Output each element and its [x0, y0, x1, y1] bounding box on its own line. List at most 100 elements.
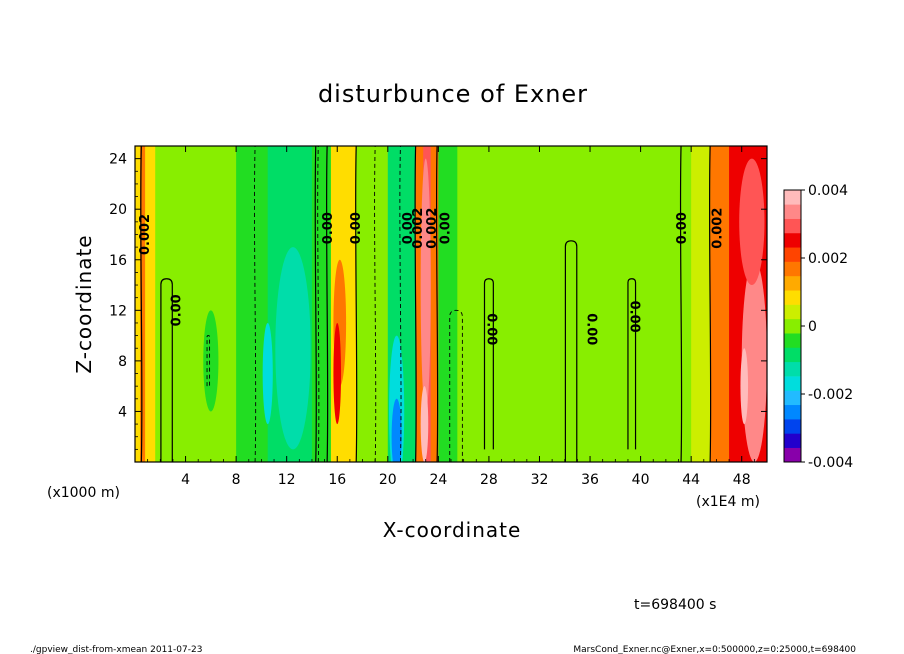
colorbar-segment-4 — [784, 390, 801, 406]
fill-band-0 — [135, 146, 141, 462]
contour-label-text: 0.002 — [425, 208, 440, 249]
contour-label-3: 0.00 — [349, 212, 364, 244]
solid-contour-6 — [435, 146, 439, 462]
fill-band-17 — [514, 146, 553, 462]
x-tick-label: 32 — [531, 472, 549, 488]
fill-band-18 — [552, 146, 692, 462]
colorbar-segment-16 — [784, 218, 801, 234]
contour-label-11: 0.00 — [675, 212, 690, 244]
contour-label-text: 0.00 — [627, 301, 642, 333]
contour-label-8: 0.00 — [484, 313, 499, 345]
y-tick-label: 8 — [118, 354, 127, 370]
colorbar-segment-8 — [784, 333, 801, 348]
fill-band-15 — [438, 146, 458, 462]
fill-blob-0 — [203, 310, 219, 412]
contour-label-text: 0.00 — [401, 212, 416, 244]
x-unit-label: (x1000 m) — [47, 485, 120, 501]
contour-label-text: 0.00 — [349, 212, 364, 244]
contour-label-text: 0.002 — [411, 208, 426, 249]
contour-label-text: 0.00 — [439, 212, 454, 244]
colorbar-segment-11 — [784, 290, 801, 305]
dashed-contour-1 — [317, 146, 320, 462]
contour-label-text: 0.00 — [675, 212, 690, 244]
fill-blob-10 — [740, 348, 749, 425]
solid-contour-4 — [355, 146, 358, 462]
colorbar-segment-14 — [784, 247, 801, 262]
footer-left: ./gpview_dist-from-xmean 2011-07-23 — [30, 645, 202, 654]
colorbar-segment-2 — [784, 419, 801, 434]
solid-contour-0 — [160, 278, 173, 462]
colorbar-tick-label: 0.004 — [808, 183, 848, 199]
dashed-contour-5 — [206, 335, 211, 387]
contour-label-4: 0.00 — [401, 212, 416, 244]
x-tick-label: 40 — [632, 472, 650, 488]
colorbar-segment-18 — [784, 190, 801, 205]
y-tick-label: 20 — [109, 202, 127, 218]
x-tick-label: 24 — [429, 472, 447, 488]
x-tick-label: 20 — [379, 472, 397, 488]
colorbar-tick-label: -0.004 — [808, 455, 853, 471]
contour-label-9: 0.00 — [584, 313, 599, 345]
footer-right: MarsCond_Exner.nc@Exner,x=0:500000,z=0:2… — [573, 645, 856, 654]
y-tick-label: 4 — [118, 404, 127, 420]
colorbar-segment-5 — [784, 376, 801, 391]
colorbar: 0.004 0.002 0 -0.002 -0.004 — [783, 183, 853, 471]
contour-label-text: 0.002 — [138, 214, 153, 255]
colorbar-segment-3 — [784, 404, 801, 420]
fill-band-1 — [140, 146, 146, 462]
contour-label-7: 0.00 — [439, 212, 454, 244]
x-tick-label: 16 — [328, 472, 346, 488]
fill-band-12 — [415, 146, 424, 462]
contour-label-text: 0.00 — [584, 313, 599, 345]
y-axis: 4 8 12 16 20 24 — [109, 152, 767, 450]
colorbar-segment-0 — [784, 447, 801, 463]
colorbar-segment-12 — [784, 275, 801, 291]
contour-label-6: 0.002 — [425, 208, 440, 249]
fill-blob-4 — [333, 322, 342, 425]
fill-band-4 — [185, 146, 237, 462]
fill-band-9 — [356, 146, 389, 462]
fill-blob-11 — [739, 158, 765, 286]
contour-label-12: 0.002 — [710, 208, 725, 249]
solid-contour-1 — [140, 146, 143, 462]
colorbar-segment-6 — [784, 361, 801, 377]
x-scale-note: (x1E4 m) — [696, 494, 760, 510]
contour-label-2: 0.00 — [321, 212, 336, 244]
x-axis: 4 8 12 16 20 24 28 32 36 40 44 48 — [147, 146, 755, 488]
x-tick-label: 4 — [181, 472, 190, 488]
y-tick-label: 24 — [109, 152, 127, 168]
fill-blob-7 — [420, 158, 431, 412]
dashed-contour-2 — [374, 146, 377, 462]
contour-label-text: 0.00 — [169, 294, 184, 326]
colorbar-tick-label: 0 — [808, 319, 817, 335]
x-tick-label: 12 — [278, 472, 296, 488]
colorbar-segment-9 — [784, 318, 801, 334]
fill-band-19 — [691, 146, 711, 462]
fill-blob-2 — [262, 322, 273, 425]
y-tick-label: 12 — [109, 303, 127, 319]
solid-contour-9 — [627, 278, 637, 450]
colorbar-tick-label: 0.002 — [808, 251, 848, 267]
y-tick-label: 16 — [109, 253, 127, 269]
contour-label-text: 0.00 — [484, 313, 499, 345]
fill-blob-9 — [741, 259, 767, 462]
fill-band-5 — [236, 146, 269, 462]
colorbar-segment-10 — [784, 304, 801, 320]
contour-label-text: 0.00 — [321, 212, 336, 244]
fill-band-14 — [430, 146, 439, 462]
colorbar-segment-15 — [784, 232, 801, 248]
dashed-contour-4 — [449, 309, 463, 462]
fill-band-2 — [145, 146, 156, 462]
solid-contour-5 — [414, 146, 417, 462]
solid-contour-3 — [325, 146, 329, 462]
y-axis-label: Z-coordinate — [72, 234, 96, 373]
dashed-contour-3 — [399, 146, 402, 462]
colorbar-segment-13 — [784, 261, 801, 277]
x-tick-label: 48 — [733, 472, 751, 488]
x-tick-label: 8 — [232, 472, 241, 488]
x-tick-label: 28 — [480, 472, 498, 488]
fill-blob-6 — [391, 398, 402, 462]
fill-band-11 — [402, 146, 417, 462]
